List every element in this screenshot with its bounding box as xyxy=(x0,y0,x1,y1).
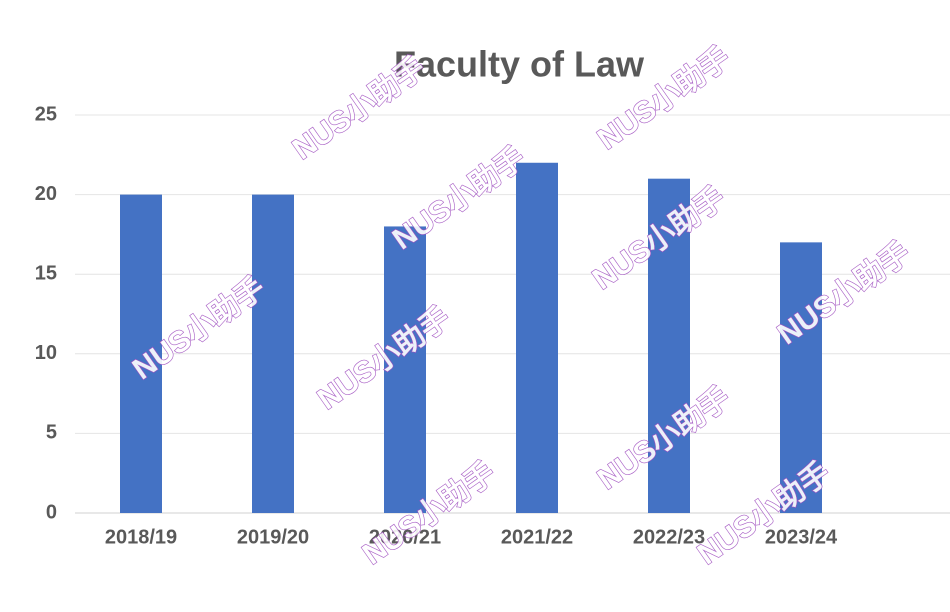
watermark: NUS小助手 xyxy=(357,456,502,571)
bar xyxy=(384,226,426,513)
watermark: NUS小助手 xyxy=(287,51,432,166)
bar xyxy=(516,162,558,513)
x-tick-label: 2020/21 xyxy=(369,526,441,548)
bar xyxy=(252,194,294,513)
plot-area: 0 5 10 15 20 25 2018/19 2019/20 2020/21 2021/22 20… xyxy=(35,103,950,548)
bar xyxy=(780,242,822,514)
bar xyxy=(648,178,690,513)
y-tick-label: 10 xyxy=(35,342,57,364)
bar xyxy=(120,194,162,513)
y-tick-label: 0 xyxy=(46,501,57,523)
chart-title: Faculty of Law xyxy=(394,44,645,85)
watermark: NUS小助手 xyxy=(692,456,837,571)
y-tick-label: 15 xyxy=(35,262,57,284)
x-tick-label: 2023/24 xyxy=(765,526,838,548)
y-tick-label: 25 xyxy=(35,103,57,125)
x-tick-label: 2021/22 xyxy=(501,526,573,548)
x-tick-label: 2018/19 xyxy=(105,526,177,548)
watermark: NUS小助手 xyxy=(387,141,532,256)
x-tick-label: 2019/20 xyxy=(237,526,309,548)
x-tick-label: 2022/23 xyxy=(633,526,705,548)
y-tick-label: 20 xyxy=(35,183,57,205)
y-tick-label: 5 xyxy=(46,422,57,444)
